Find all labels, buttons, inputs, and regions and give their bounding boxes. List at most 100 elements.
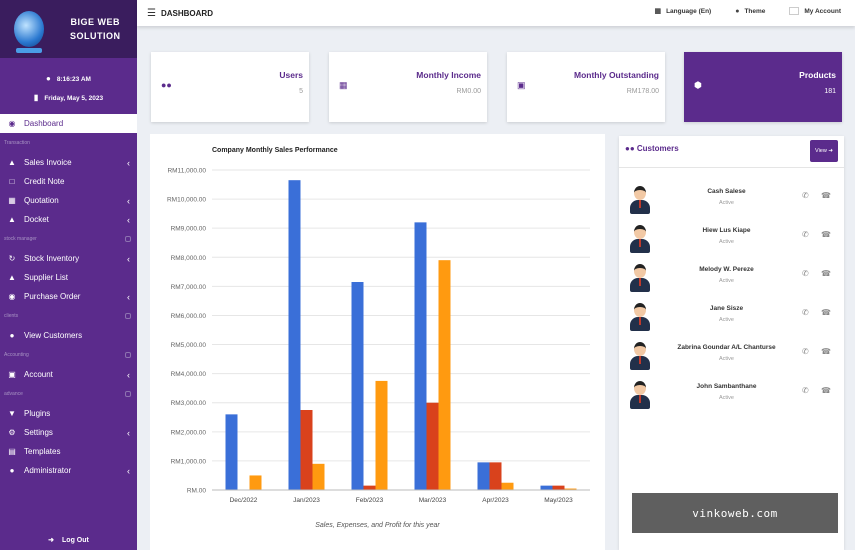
bar [553,486,565,490]
refresh-icon: ↻ [6,254,18,263]
sidebar-item-templates[interactable]: ▤ Templates [0,442,137,461]
customer-name: Hiew Lus Kiape [659,227,794,234]
brand-logo [14,11,44,47]
bank-icon: ▣ [6,370,18,379]
bar [313,464,325,490]
card-products[interactable]: ⬢ Products 181 [684,52,842,122]
sidebar-item-plugins[interactable]: ▼ Plugins [0,404,137,423]
customer-status: Active [659,395,794,401]
customer-status: Active [659,278,794,284]
view-customers-button[interactable]: View ➜ [810,140,838,162]
clock-time: 8:16:23 AM [57,76,91,83]
customer-name: John Sambanthane [659,383,794,390]
dashboard-icon: ◉ [6,119,18,128]
sidebar-item-settings[interactable]: ⚙ Settings ‹ [0,423,137,442]
sidebar-item-view-customers[interactable]: ● View Customers [0,326,137,345]
brand-name-line1: BIGE WEB [70,15,121,29]
section-advance: advance [0,384,137,404]
sidebar-item-purchase-order[interactable]: ◉ Purchase Order ‹ [0,287,137,306]
chevron-left-icon: ‹ [127,292,130,302]
chart-caption: Sales, Expenses, and Profit for this yea… [150,522,605,529]
sidebar-item-sales-invoice[interactable]: ▲ Sales Invoice ‹ [0,153,137,172]
whatsapp-icon[interactable]: ✆ [802,269,809,278]
bar [352,282,364,490]
bar [478,462,490,490]
phone-icon[interactable]: ☎ [821,386,831,395]
phone-icon[interactable]: ☎ [821,269,831,278]
card-label: Products [799,70,836,80]
x-tick-label: Apr/2023 [482,497,509,504]
list-item[interactable]: Cash Salese Active ✆ ☎ [619,184,844,220]
bar [226,414,238,490]
bar [289,180,301,490]
sidebar-item-dashboard[interactable]: ◉ Dashboard [0,114,137,133]
bar [427,403,439,490]
user-icon: ● [6,331,18,340]
sidebar-item-label: Supplier List [24,273,68,282]
section-accounting: Accounting [0,345,137,365]
gear-icon: ⚙ [6,428,18,437]
section-transaction: Transaction [0,133,137,153]
card-monthly-income[interactable]: ▦ Monthly Income RM0.00 [329,52,487,122]
list-item[interactable]: Zabrina Goundar A/L Chanturse Active ✆ ☎ [619,340,844,376]
sidebar-item-stock-inventory[interactable]: ↻ Stock Inventory ‹ [0,249,137,268]
chevron-left-icon: ‹ [127,215,130,225]
list-item[interactable]: John Sambanthane Active ✆ ☎ [619,379,844,415]
box-icon: ⬢ [694,80,706,92]
section-clients: clients [0,306,137,326]
logout-icon: ➜ [48,537,54,544]
users-icon: ●● [161,80,173,92]
sidebar-item-label: View Customers [24,331,82,340]
whatsapp-icon[interactable]: ✆ [802,191,809,200]
list-item[interactable]: Melody W. Pereze Active ✆ ☎ [619,262,844,298]
card-users[interactable]: ●● Users 5 [151,52,309,122]
customer-name: Jane Sisze [659,305,794,312]
brand-name-line2: SOLUTION [70,29,121,43]
logout-button[interactable]: ➜ Log Out [0,536,137,544]
brand[interactable]: BIGE WEB SOLUTION [0,0,137,58]
y-tick-label: RM7,000.00 [171,284,207,291]
y-tick-label: RM1,000.00 [171,458,207,465]
sidebar-item-administrator[interactable]: ● Administrator ‹ [0,461,137,480]
sidebar-item-label: Account [24,370,53,379]
template-icon: ▤ [6,447,18,456]
sidebar-item-docket[interactable]: ▲ Docket ‹ [0,210,137,229]
chevron-left-icon: ‹ [127,370,130,380]
language-button[interactable]: ▦ Language (En) [654,7,711,15]
sidebar-item-quotation[interactable]: ▦ Quotation ‹ [0,191,137,210]
theme-button[interactable]: ● Theme [735,8,765,15]
list-item[interactable]: Jane Sisze Active ✆ ☎ [619,301,844,337]
sidebar-item-label: Administrator [24,466,71,475]
bar [301,410,313,490]
brand-name: BIGE WEB SOLUTION [70,15,121,43]
sidebar-item-supplier-list[interactable]: ▲ Supplier List [0,268,137,287]
phone-icon[interactable]: ☎ [821,230,831,239]
whatsapp-icon[interactable]: ✆ [802,386,809,395]
avatar [629,301,651,333]
phone-icon[interactable]: ☎ [821,308,831,317]
sidebar-item-label: Sales Invoice [24,158,72,167]
list-item[interactable]: Hiew Lus Kiape Active ✆ ☎ [619,223,844,259]
my-account-button[interactable]: My Account [789,7,841,15]
whatsapp-icon[interactable]: ✆ [802,347,809,356]
avatar [629,223,651,255]
sidebar-item-credit-note[interactable]: □ Credit Note [0,172,137,191]
section-stock: stock manager [0,229,137,249]
phone-icon[interactable]: ☎ [821,347,831,356]
customer-name: Cash Salese [659,188,794,195]
clock-icon: ● [46,70,51,88]
phone-icon[interactable]: ☎ [821,191,831,200]
sidebar: BIGE WEB SOLUTION ● 8:16:23 AM ▮ Friday, M… [0,0,137,550]
chevron-left-icon: ‹ [127,466,130,476]
file-icon: □ [6,177,18,186]
chevron-left-icon: ‹ [127,254,130,264]
whatsapp-icon[interactable]: ✆ [802,230,809,239]
whatsapp-icon[interactable]: ✆ [802,308,809,317]
sidebar-item-label: Quotation [24,196,59,205]
y-tick-label: RM3,000.00 [171,400,207,407]
card-monthly-outstanding[interactable]: ▣ Monthly Outstanding RM178.00 [507,52,665,122]
sidebar-item-account[interactable]: ▣ Account ‹ [0,365,137,384]
calendar-icon: ▮ [34,89,38,107]
sales-chart-panel: RM.00 RM1,000.00 RM2,000.00 RM3,000.00 RM4,0… [150,134,605,550]
menu-icon[interactable]: ☰ [147,8,156,19]
